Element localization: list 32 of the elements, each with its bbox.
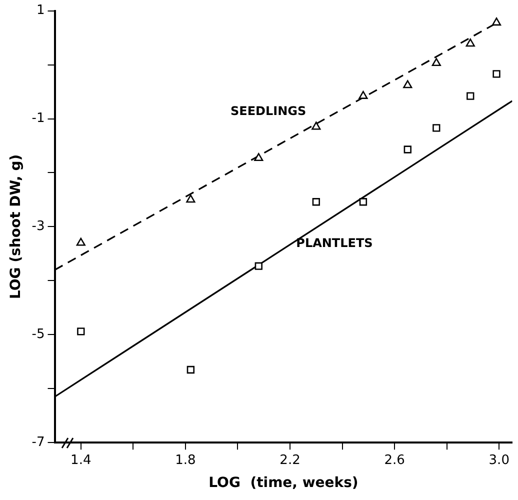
point <box>466 38 475 47</box>
y-axis-title: LOG (shoot DW, g) <box>8 154 24 300</box>
y-tick-label: -1 <box>32 111 45 126</box>
point <box>404 146 412 154</box>
point <box>254 262 262 270</box>
point <box>186 366 195 374</box>
point <box>492 18 502 26</box>
point <box>466 92 474 100</box>
y-tick-label: -5 <box>32 327 45 342</box>
x-tick-label: 2.6 <box>384 452 405 468</box>
x-tick-label: 3.0 <box>488 452 510 468</box>
point <box>358 90 368 99</box>
series-label: SEEDLINGS <box>230 104 306 118</box>
point <box>77 328 85 336</box>
point <box>186 194 196 203</box>
x-tick-label: 2.2 <box>280 452 300 468</box>
point <box>76 238 86 246</box>
point <box>312 122 321 130</box>
point <box>492 70 500 78</box>
x-tick-label: 1.8 <box>175 452 196 468</box>
text: PLANTLETS <box>296 236 373 250</box>
x-tick-label: 1.4 <box>70 452 92 468</box>
point <box>432 124 440 132</box>
point <box>312 198 320 206</box>
point <box>359 198 368 206</box>
x-axis-title: LOG (time, weeks) <box>208 475 358 492</box>
point <box>432 58 441 66</box>
y-tick-label: 1 <box>36 3 45 18</box>
y-tick-label: -7 <box>32 434 45 450</box>
y-tick-label: -3 <box>32 219 45 234</box>
point <box>254 153 264 162</box>
point <box>403 80 412 88</box>
